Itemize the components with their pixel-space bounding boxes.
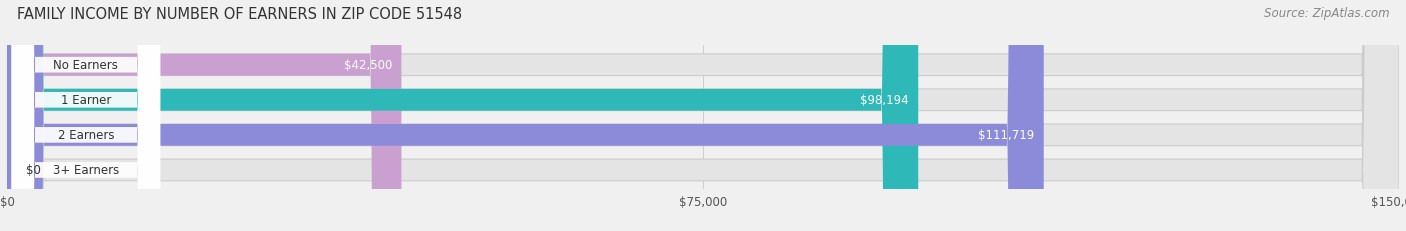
FancyBboxPatch shape bbox=[7, 0, 1043, 231]
Text: 1 Earner: 1 Earner bbox=[60, 94, 111, 107]
FancyBboxPatch shape bbox=[7, 0, 1399, 231]
Text: 2 Earners: 2 Earners bbox=[58, 129, 114, 142]
Text: $111,719: $111,719 bbox=[979, 129, 1035, 142]
Text: No Earners: No Earners bbox=[53, 59, 118, 72]
FancyBboxPatch shape bbox=[11, 0, 160, 231]
Text: Source: ZipAtlas.com: Source: ZipAtlas.com bbox=[1264, 7, 1389, 20]
FancyBboxPatch shape bbox=[7, 0, 402, 231]
FancyBboxPatch shape bbox=[7, 0, 1399, 231]
FancyBboxPatch shape bbox=[11, 0, 160, 231]
FancyBboxPatch shape bbox=[7, 0, 1399, 231]
Text: $98,194: $98,194 bbox=[860, 94, 908, 107]
FancyBboxPatch shape bbox=[7, 0, 1399, 231]
FancyBboxPatch shape bbox=[11, 0, 160, 231]
Text: 3+ Earners: 3+ Earners bbox=[53, 164, 120, 177]
Text: $42,500: $42,500 bbox=[343, 59, 392, 72]
FancyBboxPatch shape bbox=[11, 0, 160, 231]
Text: FAMILY INCOME BY NUMBER OF EARNERS IN ZIP CODE 51548: FAMILY INCOME BY NUMBER OF EARNERS IN ZI… bbox=[17, 7, 463, 22]
Text: $0: $0 bbox=[25, 164, 41, 177]
FancyBboxPatch shape bbox=[7, 0, 918, 231]
